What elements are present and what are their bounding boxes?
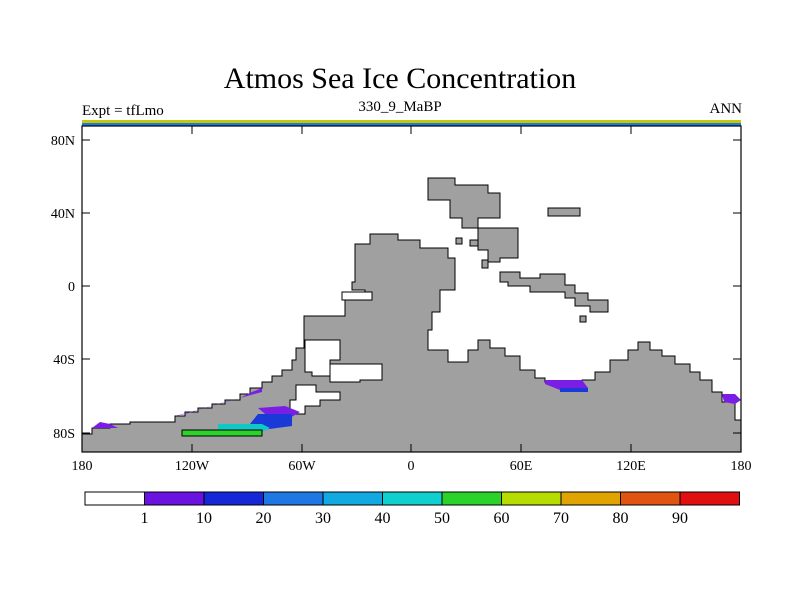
colorbar-label: 40 — [375, 510, 391, 527]
inland-sea-2 — [329, 363, 383, 383]
land-north-block — [427, 177, 501, 229]
colorbar-box — [382, 491, 443, 506]
colorbar-label: 50 — [434, 510, 450, 527]
x-tick-label: 60W — [288, 459, 316, 474]
x-tick-marks — [81, 126, 742, 452]
x-tick-label: 120E — [616, 459, 646, 474]
x-tick-label: 60E — [510, 459, 533, 474]
land-masses — [81, 177, 742, 453]
colorbar-box — [322, 491, 383, 506]
colorbar-label: 20 — [256, 510, 272, 527]
colorbar-label: 60 — [494, 510, 510, 527]
inland-seas — [289, 291, 383, 415]
land-east-archipelago — [499, 271, 609, 313]
land-islet-1 — [455, 237, 463, 245]
y-tick-marks — [82, 139, 741, 434]
map-title: Atmos Sea Ice Concentration — [223, 62, 577, 95]
sea-ice-green-patch — [181, 429, 263, 437]
colorbar-box — [263, 491, 324, 506]
y-tick-label: 80S — [53, 427, 75, 442]
colorbar-box — [144, 491, 205, 506]
top-band-blue — [82, 123, 741, 126]
x-tick-label: 0 — [408, 459, 415, 474]
colorbar-box — [84, 491, 145, 506]
sea-ice-east-blue — [560, 388, 588, 392]
colorbar-box — [679, 491, 740, 506]
colorbar-box — [441, 491, 502, 506]
y-tick-label: 0 — [68, 280, 75, 295]
colorbar-box — [620, 491, 681, 506]
colorbar-box — [560, 491, 621, 506]
colorbar — [84, 491, 740, 506]
land-islet-3 — [481, 259, 489, 269]
land-mid-block — [477, 227, 519, 263]
colorbar-box — [501, 491, 562, 506]
colorbar-label: 80 — [613, 510, 629, 527]
land-main-continent — [81, 233, 742, 453]
colorbar-label: 70 — [553, 510, 569, 527]
colorbar-label: 90 — [672, 510, 688, 527]
x-tick-label: 120W — [175, 459, 210, 474]
y-tick-label: 40S — [53, 353, 75, 368]
time-period-label: 330_9_MaBP — [358, 99, 442, 115]
land-islet-4 — [579, 315, 587, 323]
inland-sea-3 — [341, 291, 373, 301]
sea-ice — [92, 380, 741, 437]
colorbar-labels: 1 10 20 30 40 50 60 70 80 90 — [141, 510, 689, 527]
y-tick-labels: 80N 40N 0 40S 80S — [51, 134, 75, 442]
sea-ice-far-east — [722, 394, 741, 404]
inland-sea-4 — [289, 384, 341, 415]
experiment-label: Expt = tfLmo — [82, 103, 164, 119]
colorbar-label: 1 — [141, 510, 149, 527]
x-tick-labels: 180 120W 60W 0 60E 120E 180 — [72, 459, 752, 474]
top-band-yellow — [82, 120, 741, 123]
land-small-island-ne — [547, 207, 581, 217]
land-islet-2 — [469, 239, 479, 247]
colorbar-label: 10 — [196, 510, 212, 527]
y-tick-label: 80N — [51, 134, 75, 149]
season-label: ANN — [709, 101, 743, 117]
x-tick-label: 180 — [72, 459, 93, 474]
sea-ice-east-purple — [545, 380, 588, 390]
colorbar-box — [203, 491, 264, 506]
colorbar-label: 30 — [315, 510, 331, 527]
y-tick-label: 40N — [51, 207, 75, 222]
x-tick-label: 180 — [731, 459, 752, 474]
sea-ice-west-edge — [92, 422, 118, 428]
